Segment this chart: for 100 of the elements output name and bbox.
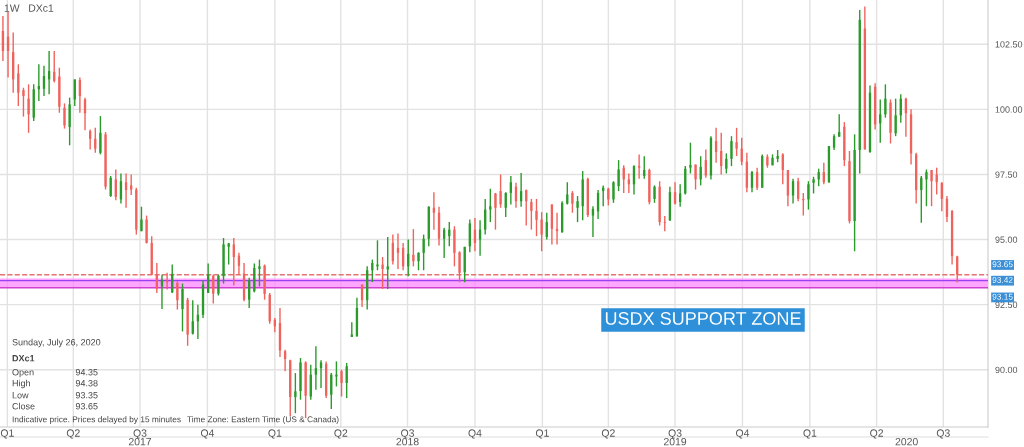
x-tick-label: Q4: [200, 429, 215, 439]
x-tick-label: Q4: [736, 429, 750, 439]
x-tick-label: Q2: [870, 429, 884, 439]
x-tick-label: Q3: [401, 429, 414, 439]
candlestick: [258, 258, 261, 288]
annotation: Low: [12, 392, 29, 399]
candlestick: [535, 198, 538, 237]
y-tick-label: 100.00: [995, 106, 1023, 113]
annotation: 93.35: [75, 392, 98, 399]
annotation: 94.35: [75, 369, 98, 376]
candlestick: [530, 198, 533, 231]
x2-tick-label: 2018: [396, 437, 419, 446]
x-tick-label: Q2: [601, 429, 615, 439]
candlestick: [58, 67, 61, 114]
candlestick: [930, 169, 933, 207]
candlestick: [458, 250, 461, 283]
candlestick: [176, 280, 179, 311]
candlestick: [694, 163, 697, 191]
candlestick: [925, 168, 928, 207]
candlestick: [689, 141, 692, 175]
ref-line-label: 93.42: [992, 277, 1013, 283]
candlestick: [766, 153, 769, 169]
candlestick: [848, 150, 851, 225]
annotation: Indicative price. Prices delayed by 15 minutes: [12, 416, 181, 424]
candlestick: [63, 102, 66, 130]
candlestick: [612, 180, 615, 204]
candlestick: [99, 115, 102, 156]
annotation: USDX SUPPORT ZONE: [605, 312, 801, 325]
candlestick: [140, 206, 143, 232]
candlestick: [294, 372, 297, 414]
candlestick: [807, 180, 810, 211]
x2-tick-label: 2017: [128, 437, 152, 446]
candlestick: [499, 173, 502, 209]
candlestick: [22, 87, 25, 118]
candlestick: [884, 83, 887, 119]
candlestick: [263, 263, 266, 301]
candlestick: [812, 176, 815, 195]
candlestick: [889, 98, 892, 145]
candlestick: [299, 357, 302, 401]
candlestick: [422, 233, 425, 271]
candlestick: [304, 360, 307, 419]
chart-title: 1W DXc1: [4, 4, 54, 12]
candlestick: [771, 153, 774, 167]
x2-tick-label: 2019: [663, 437, 687, 446]
y-tick-label: 92.50: [995, 301, 1018, 308]
candlestick: [653, 184, 656, 204]
x-tick-label: Q3: [936, 429, 950, 439]
candlestick: [489, 188, 492, 223]
x2-tick-label: 2020: [895, 437, 918, 446]
annotation: 93.65: [75, 403, 98, 410]
x-tick-label: Q3: [668, 429, 682, 439]
y-tick-label: 102.50: [995, 41, 1023, 48]
candlestick: [838, 113, 841, 138]
x-tick-label: Q4: [468, 429, 482, 439]
ref-line-label: 93.15: [992, 293, 1013, 300]
x-tick-label: Q1: [0, 429, 14, 439]
y-tick-label: 95.00: [995, 236, 1018, 243]
ref-line-label: 93.65: [992, 261, 1013, 268]
annotation: High: [12, 379, 30, 389]
candlestick: [340, 369, 343, 398]
x-tick-label: Q1: [268, 429, 282, 439]
annotation: 94.38: [75, 380, 98, 387]
candlestick: [453, 225, 456, 268]
annotation: Close: [12, 402, 35, 410]
annotation: Time Zone: Eastern Time (US & Canada): [187, 416, 339, 424]
candlestick: [181, 282, 184, 333]
candlestick: [68, 96, 71, 146]
candlestick: [730, 135, 733, 167]
annotation: Open: [12, 369, 34, 378]
candlestick: [658, 180, 661, 227]
x-tick-label: Q1: [535, 429, 549, 439]
candlestick: [381, 256, 384, 290]
candlestick: [607, 187, 610, 207]
candlestick: [894, 97, 897, 137]
candlestick: [412, 228, 415, 268]
candlestick: [843, 121, 846, 167]
candlestick: [853, 133, 856, 252]
candlestick: [494, 192, 497, 231]
candlestick: [165, 272, 169, 291]
candlestick: [145, 214, 148, 245]
annotation: DXc1: [12, 355, 35, 362]
candlestick: [540, 211, 543, 252]
candlestick: [186, 297, 189, 347]
candlestick: [130, 173, 133, 196]
y-tick-label: 90.00: [995, 366, 1018, 374]
candlestick: [576, 195, 579, 223]
candlestick: [617, 159, 620, 192]
candlestick: [648, 168, 651, 206]
candlestick: [417, 251, 420, 271]
x-tick-label: Q2: [334, 429, 348, 439]
candlestick: [232, 237, 235, 287]
annotation: Sunday, July 26, 2020: [12, 338, 101, 348]
x-tick-label: Q1: [803, 429, 817, 439]
x-tick-label: Q2: [66, 429, 80, 439]
candlestick: [776, 149, 779, 163]
candlestick: [637, 153, 641, 180]
x-tick-label: Q3: [133, 429, 147, 439]
candlestick: [314, 345, 318, 391]
candlestick: [319, 359, 323, 389]
candlestick: [735, 127, 738, 157]
